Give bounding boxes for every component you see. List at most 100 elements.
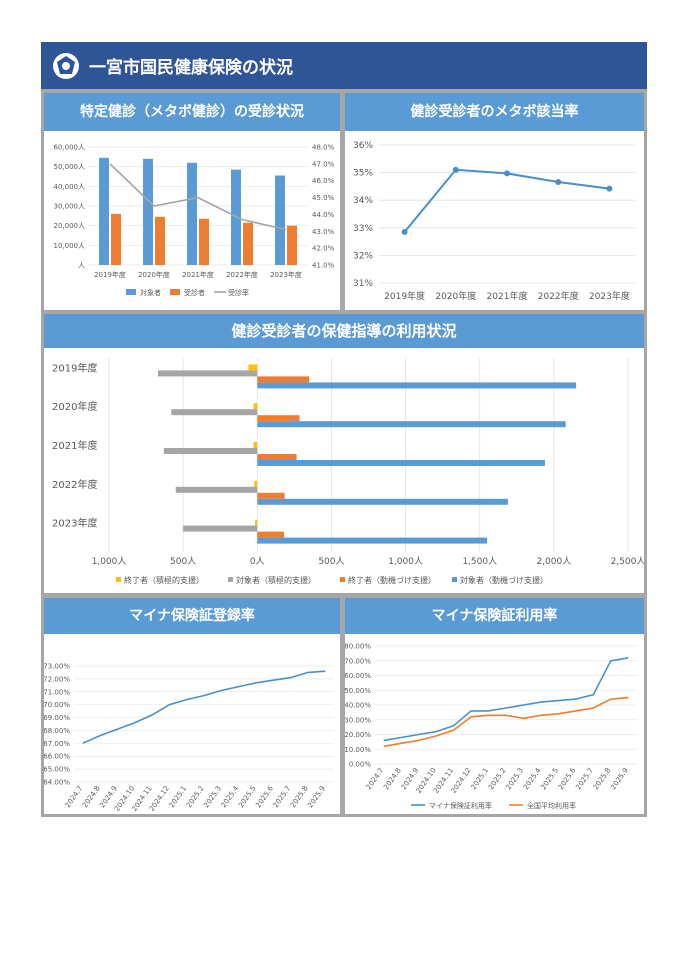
- checkup-chart: 人 10,000人 20,000人 30,000人 40,000人 50,000人 60,0…: [54, 144, 335, 298]
- y-category-label: 2021年度: [52, 439, 97, 452]
- data-point: [606, 185, 613, 192]
- x-tick-label: 2025.9: [306, 785, 327, 810]
- y-tick-label: 73.00%: [44, 663, 70, 671]
- legend-swatch: [116, 577, 121, 582]
- rate-line: [109, 163, 287, 231]
- x-tick-label: 2022年度: [538, 290, 579, 302]
- y2-tick-label: 45.0%: [312, 194, 335, 202]
- y-tick-label: 10.00%: [345, 746, 371, 754]
- y-tick-label: 65.00%: [44, 766, 70, 774]
- legend-label: マイナ保険証利用率: [429, 801, 492, 810]
- bar-segment: [157, 370, 258, 377]
- title-bar: 一宮市国民健康保険の状況: [41, 42, 647, 89]
- y-tick-label: 69.00%: [44, 714, 70, 722]
- bar-examinee: [199, 218, 209, 265]
- y-tick-label: 30,000人: [54, 203, 86, 211]
- data-point: [555, 178, 562, 185]
- bar-segment: [248, 364, 258, 371]
- x-tick-label: 2019年度: [384, 290, 425, 302]
- bar-target: [99, 157, 109, 265]
- legend-swatch: [126, 289, 136, 295]
- bar-examinee: [287, 225, 297, 265]
- y-tick-label: 50.00%: [345, 687, 371, 695]
- bar-segment: [255, 519, 258, 526]
- x-tick-label: 2025.9: [609, 767, 630, 792]
- x-tick-label: 2,000人: [536, 556, 571, 567]
- x-tick-label: 2023年度: [589, 290, 630, 302]
- y-tick-label: 人: [78, 262, 85, 270]
- bar-segment: [171, 409, 258, 416]
- myna-use-title: マイナ保険証利用率: [345, 598, 644, 634]
- bar-segment: [253, 442, 258, 448]
- data-point: [504, 170, 510, 177]
- x-tick-label: 1,000人: [388, 556, 423, 567]
- bar-segment: [183, 525, 258, 532]
- checkup-title: 特定健診（メタボ健診）の受診状況: [44, 93, 340, 131]
- x-tick-label: 2021年度: [487, 290, 528, 302]
- y-tick-label: 34%: [353, 196, 373, 206]
- series-line: [383, 657, 629, 742]
- y-tick-label: 33%: [353, 224, 373, 234]
- bar-target: [143, 158, 153, 265]
- legend-label: 終了者（動機づけ支援）: [348, 575, 436, 585]
- legend-swatch: [170, 289, 180, 295]
- legend-label: 受診率: [228, 288, 249, 297]
- bar-segment: [257, 382, 577, 389]
- metabo-line: [403, 168, 610, 233]
- myna-use-panel: マイナ保険証利用率 0.00% 10.00% 20.00% 30.00% 40.00% 5…: [345, 598, 644, 814]
- data-point: [401, 228, 408, 235]
- y-tick-label: 0.00%: [349, 761, 372, 769]
- metabo-chart: 31% 32% 33% 34% 35% 36% 2019年度 2020年度 2021年度 2022…: [353, 141, 635, 302]
- y2-tick-label: 41.0%: [312, 262, 335, 270]
- bar-segment: [257, 376, 310, 383]
- bar-segment: [257, 454, 297, 460]
- bar-segment: [257, 492, 285, 499]
- metabo-panel: 健診受診者のメタボ該当率 31% 32% 33% 34% 35% 36% 2019年度 202…: [345, 93, 644, 310]
- y-tick-label: 68.00%: [44, 727, 70, 735]
- y-tick-label: 60,000人: [54, 144, 86, 152]
- bar-segment: [257, 531, 284, 538]
- guidance-title: 健診受診者の保健指導の利用状況: [44, 314, 644, 348]
- legend-swatch: [228, 577, 233, 582]
- bar-examinee: [155, 216, 165, 265]
- myna-reg-panel: マイナ保険証登録率 64.00% 65.00% 66.00% 67.00% 68.00%…: [44, 598, 340, 814]
- y-tick-label: 20,000人: [54, 222, 86, 230]
- bar-target: [275, 175, 285, 265]
- y-category-label: 2022年度: [52, 478, 97, 491]
- checkup-panel: 特定健診（メタボ健診）の受診状況 人 10,000人 20,000人 30,000人 4…: [44, 93, 340, 310]
- y-tick-label: 40,000人: [54, 183, 86, 191]
- bar-segment: [257, 498, 508, 505]
- legend-label: 対象者: [140, 288, 161, 297]
- bar-target: [187, 162, 197, 265]
- y-tick-label: 10,000人: [54, 242, 86, 250]
- bar-examinee: [243, 222, 253, 265]
- city-emblem-icon: [53, 53, 79, 79]
- y2-tick-label: 47.0%: [312, 160, 335, 168]
- myna-reg-chart: 64.00% 65.00% 66.00% 67.00% 68.00% 69.00% 70.0…: [44, 663, 334, 813]
- myna-reg-title: マイナ保険証登録率: [44, 598, 340, 634]
- y-tick-label: 70.00%: [44, 701, 70, 709]
- y-tick-label: 64.00%: [44, 779, 70, 787]
- y-tick-label: 67.00%: [44, 740, 70, 748]
- x-tick-label: 2020年度: [138, 270, 170, 279]
- y2-tick-label: 48.0%: [312, 144, 335, 152]
- y-category-label: 2020年度: [52, 400, 97, 413]
- bar-segment: [257, 460, 545, 466]
- legend-label: 対象者（積極的支援）: [236, 575, 316, 585]
- x-tick-label: 2020年度: [435, 290, 476, 302]
- legend-label: 受診者: [184, 288, 205, 297]
- y-tick-label: 60.00%: [345, 672, 371, 680]
- y2-tick-label: 44.0%: [312, 211, 335, 219]
- y-category-label: 2019年度: [52, 361, 97, 374]
- y2-tick-label: 46.0%: [312, 177, 335, 185]
- x-tick-label: 0人: [250, 556, 265, 567]
- y-tick-label: 71.00%: [44, 688, 70, 696]
- x-tick-label: 2019年度: [94, 270, 126, 279]
- y-tick-label: 40.00%: [345, 702, 371, 710]
- series-line: [82, 670, 326, 745]
- bar-examinee: [111, 213, 121, 265]
- page-title: 一宮市国民健康保険の状況: [89, 58, 293, 78]
- bar-segment: [163, 448, 258, 454]
- bar-segment: [257, 421, 566, 428]
- y-tick-label: 80.00%: [345, 643, 371, 651]
